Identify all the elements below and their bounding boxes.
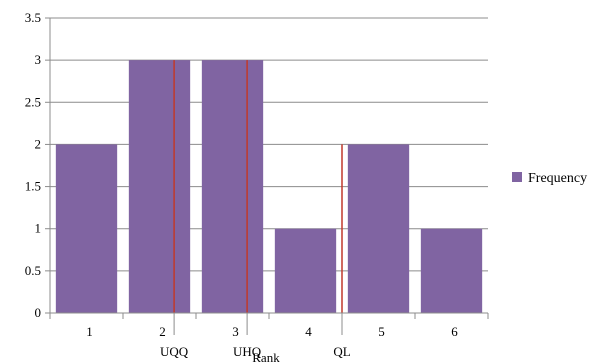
marker-label: QL bbox=[333, 344, 350, 359]
bar bbox=[201, 60, 264, 314]
y-tick-label: 1 bbox=[35, 221, 42, 236]
x-tick-label: 1 bbox=[86, 324, 93, 339]
y-tick-label: 3 bbox=[35, 52, 42, 67]
x-tick-label: 4 bbox=[305, 324, 312, 339]
quartile-markers: UQQ UHQ QL bbox=[160, 60, 351, 359]
bar bbox=[420, 228, 483, 313]
marker-label: UHQ bbox=[233, 344, 262, 359]
bar bbox=[55, 144, 118, 313]
bar bbox=[274, 228, 337, 313]
legend-swatch bbox=[512, 172, 522, 182]
bar bbox=[347, 144, 410, 313]
y-tick-labels: 0 0.5 1 1.5 2 2.5 3 3.5 bbox=[25, 10, 41, 320]
x-tick-labels: 1 2 3 4 5 6 bbox=[86, 324, 458, 339]
y-tick-label: 0.5 bbox=[25, 263, 41, 278]
legend: Frequency bbox=[512, 171, 587, 186]
y-tick-label: 2.5 bbox=[25, 94, 41, 109]
y-tick-label: 2 bbox=[35, 136, 42, 151]
x-tick-label: 3 bbox=[232, 324, 239, 339]
x-tick-label: 5 bbox=[378, 324, 385, 339]
marker-label: UQQ bbox=[160, 344, 189, 359]
y-tick-label: 0 bbox=[35, 305, 42, 320]
y-tick-label: 1.5 bbox=[25, 179, 41, 194]
x-axis-title: Rank bbox=[252, 350, 280, 364]
bars bbox=[55, 60, 483, 314]
bar bbox=[128, 60, 191, 314]
x-tick-label: 6 bbox=[451, 324, 458, 339]
legend-label: Frequency bbox=[528, 171, 587, 186]
gridlines bbox=[50, 17, 488, 272]
y-tick-label: 3.5 bbox=[25, 10, 41, 25]
axes bbox=[45, 17, 489, 319]
x-tick-label: 2 bbox=[159, 324, 166, 339]
